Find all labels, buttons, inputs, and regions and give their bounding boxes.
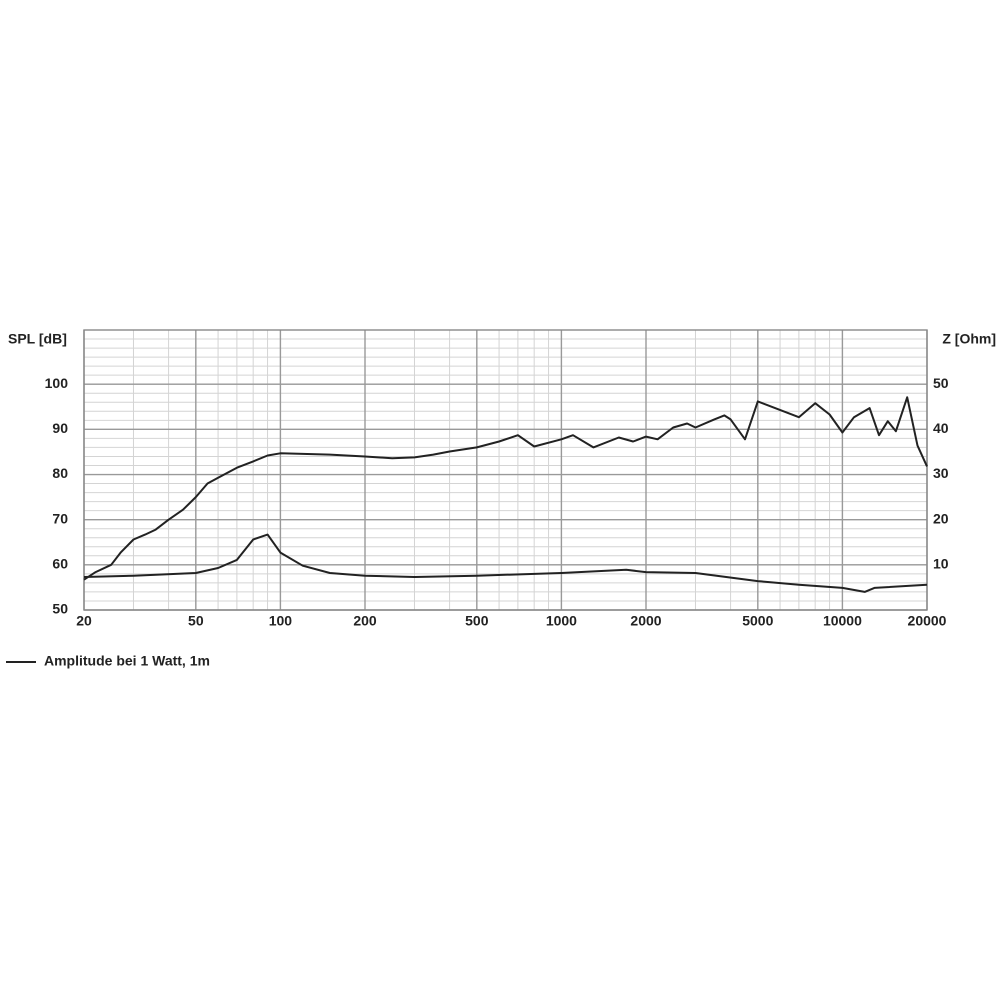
x-tick-label: 20000 bbox=[908, 613, 947, 629]
x-tick-label: 20 bbox=[76, 613, 92, 629]
y2-tick-label: 20 bbox=[933, 510, 949, 526]
plot-frame bbox=[83, 329, 928, 611]
y-tick-label: 90 bbox=[52, 420, 68, 436]
x-tick-label: 50 bbox=[188, 613, 204, 629]
x-tick-label: 200 bbox=[353, 613, 377, 629]
y2-tick-label: 50 bbox=[933, 375, 949, 391]
x-tick-label: 10000 bbox=[823, 613, 862, 629]
x-tick-label: 2000 bbox=[630, 613, 661, 629]
x-tick-label: 5000 bbox=[742, 613, 773, 629]
y2-tick-label: 10 bbox=[933, 556, 949, 572]
legend-label: Amplitude bei 1 Watt, 1m bbox=[44, 653, 210, 669]
x-tick-label: 500 bbox=[465, 613, 489, 629]
x-tick-label: 100 bbox=[269, 613, 293, 629]
plot bbox=[83, 396, 928, 593]
y-tick-label: 50 bbox=[52, 601, 68, 617]
y2-tick-label: 30 bbox=[933, 465, 949, 481]
y2-axis-label: Z [Ohm] bbox=[942, 331, 996, 347]
y-axis-label: SPL [dB] bbox=[8, 331, 67, 347]
y-tick-label: 100 bbox=[45, 375, 69, 391]
data-line bbox=[83, 396, 928, 581]
y-tick-label: 60 bbox=[52, 556, 68, 572]
data-line bbox=[83, 533, 928, 593]
x-tick-label: 1000 bbox=[546, 613, 577, 629]
y-tick-label: 70 bbox=[52, 510, 68, 526]
y-tick-label: 80 bbox=[52, 465, 68, 481]
y2-tick-label: 40 bbox=[933, 420, 949, 436]
